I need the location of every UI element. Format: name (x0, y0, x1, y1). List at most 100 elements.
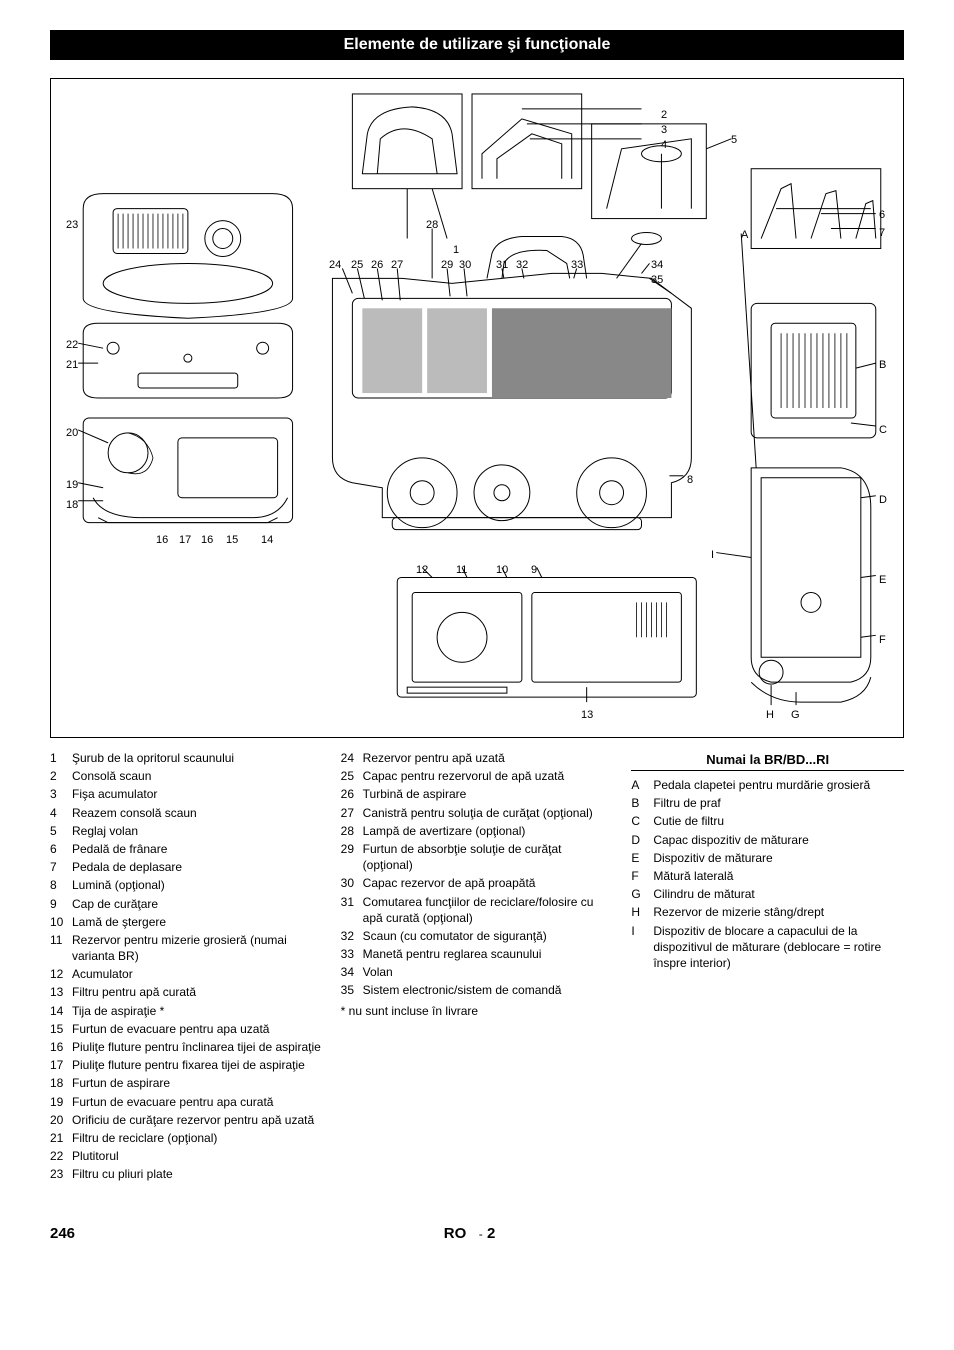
legend-item-text: Scaun (cu comutator de siguranţă) (363, 928, 614, 944)
legend-item-number: 25 (341, 768, 363, 784)
diagram-callout: 5 (731, 134, 737, 146)
legend-item: 8Lumină (opţional) (50, 877, 323, 893)
legend-item-text: Rezervor pentru apă uzată (363, 750, 614, 766)
legend-item-number: 22 (50, 1148, 72, 1164)
legend-item-text: Cap de curăţare (72, 896, 323, 912)
legend-item-text: Filtru pentru apă curată (72, 984, 323, 1000)
diagram-callout: 4 (661, 139, 667, 151)
diagram-callout: H (766, 709, 774, 721)
legend-item-text: Capac pentru rezervorul de apă uzată (363, 768, 614, 784)
diagram-callout: I (711, 549, 714, 561)
legend-item-number: 35 (341, 982, 363, 998)
legend-item-text: Comutarea funcţiilor de reciclare/folosi… (363, 894, 614, 926)
legend-item-text: Pedala clapetei pentru murdărie grosieră (653, 777, 904, 793)
legend-item: 18Furtun de aspirare (50, 1075, 323, 1091)
legend-item-number: 30 (341, 875, 363, 891)
legend-item: 32Scaun (cu comutator de siguranţă) (341, 928, 614, 944)
legend-item-number: H (631, 904, 653, 920)
legend-item-number: F (631, 868, 653, 884)
diagram-callout: 11 (456, 564, 467, 576)
legend-columns: 1Şurub de la opritorul scaunului2Consolă… (50, 750, 904, 1185)
legend-item-text: Dispozitiv de măturare (653, 850, 904, 866)
legend-item-text: Rezervor pentru mizerie grosieră (numai … (72, 932, 323, 964)
diagram-callout: 6 (879, 209, 885, 221)
legend-item-text: Piuliţe fluture pentru fixarea tijei de … (72, 1057, 323, 1073)
diagram-callout: 19 (66, 479, 78, 491)
legend-item-number: 4 (50, 805, 72, 821)
legend-item-text: Pedală de frânare (72, 841, 323, 857)
legend-item: 14Tija de aspiraţie * (50, 1003, 323, 1019)
legend-item-text: Sistem electronic/sistem de comandă (363, 982, 614, 998)
legend-item-text: Filtru de reciclare (opţional) (72, 1130, 323, 1146)
legend-item: IDispozitiv de blocare a capacului de la… (631, 923, 904, 972)
diagram-callout: 8 (687, 474, 693, 486)
legend-item-text: Canistră pentru soluţia de curăţat (opţi… (363, 805, 614, 821)
legend-item-number: 21 (50, 1130, 72, 1146)
diagram-callout: 7 (879, 227, 885, 239)
diagram-callout: E (879, 574, 886, 586)
legend-item: 16Piuliţe fluture pentru înclinarea tije… (50, 1039, 323, 1055)
legend-item: 15Furtun de evacuare pentru apa uzată (50, 1021, 323, 1037)
legend-item-text: Reglaj volan (72, 823, 323, 839)
diagram-callout: 28 (426, 219, 438, 231)
legend-item: 31Comutarea funcţiilor de reciclare/folo… (341, 894, 614, 926)
legend-item-number: 28 (341, 823, 363, 839)
legend-item: 10Lamă de ştergere (50, 914, 323, 930)
legend-item-text: Plutitorul (72, 1148, 323, 1164)
diagram-callout: C (879, 424, 887, 436)
footer-page-right: 2 (487, 1225, 495, 1242)
diagram-callout: 29 (441, 259, 453, 271)
legend-item-text: Tija de aspiraţie * (72, 1003, 323, 1019)
legend-item-text: Mătură laterală (653, 868, 904, 884)
diagram-callout: 25 (351, 259, 363, 271)
legend-item: 6Pedală de frânare (50, 841, 323, 857)
legend-item-number: 6 (50, 841, 72, 857)
legend-item: 29Furtun de absorbţie soluţie de curăţat… (341, 841, 614, 873)
diagram-callout: 31 (496, 259, 508, 271)
legend-item: CCutie de filtru (631, 813, 904, 829)
legend-item-number: 2 (50, 768, 72, 784)
section-header: Elemente de utilizare şi funcţionale (50, 30, 904, 60)
legend-item-text: Lumină (opţional) (72, 877, 323, 893)
legend-item-number: 11 (50, 932, 72, 948)
legend-item-text: Pedala de deplasare (72, 859, 323, 875)
legend-item: 7Pedala de deplasare (50, 859, 323, 875)
footer-lang: RO - 2 (444, 1225, 496, 1242)
legend-item-number: 17 (50, 1057, 72, 1073)
legend-item-number: 12 (50, 966, 72, 982)
legend-item: 20Orificiu de curăţare rezervor pentru a… (50, 1112, 323, 1128)
legend-item-text: Piuliţe fluture pentru înclinarea tijei … (72, 1039, 323, 1055)
diagram-callout: 16 (156, 534, 168, 546)
legend-item-number: 29 (341, 841, 363, 857)
legend-item-number: 13 (50, 984, 72, 1000)
legend-item: 28Lampă de avertizare (opţional) (341, 823, 614, 839)
legend-item: 17Piuliţe fluture pentru fixarea tijei d… (50, 1057, 323, 1073)
legend-item-number: C (631, 813, 653, 829)
diagram-callout: 22 (66, 339, 78, 351)
legend-item: 13Filtru pentru apă curată (50, 984, 323, 1000)
footer-lang-code: RO (444, 1225, 467, 1242)
legend-item-number: 31 (341, 894, 363, 910)
legend-item-number: I (631, 923, 653, 939)
diagram-callout: 30 (459, 259, 471, 271)
legend-item-number: 14 (50, 1003, 72, 1019)
legend-item-number: 3 (50, 786, 72, 802)
legend-item: GCilindru de măturat (631, 886, 904, 902)
diagram-callout: 12 (416, 564, 428, 576)
legend-item: APedala clapetei pentru murdărie grosier… (631, 777, 904, 793)
diagram-callout: G (791, 709, 800, 721)
legend-item: 25Capac pentru rezervorul de apă uzată (341, 768, 614, 784)
diagram-callout: 17 (179, 534, 191, 546)
diagram-callout: 16 (201, 534, 213, 546)
legend-item-text: Rezervor de mizerie stâng/drept (653, 904, 904, 920)
diagram-callout: A (741, 229, 748, 241)
diagram-callout: D (879, 494, 887, 506)
legend-item-text: Cutie de filtru (653, 813, 904, 829)
technical-diagram: 1234567891011121314151617181920212223242… (50, 78, 904, 738)
diagram-callout: 10 (496, 564, 508, 576)
legend-item-number: 15 (50, 1021, 72, 1037)
diagram-callout: 3 (661, 124, 667, 136)
diagram-callout: 24 (329, 259, 341, 271)
legend-item-number: 24 (341, 750, 363, 766)
legend-item-text: Şurub de la opritorul scaunului (72, 750, 323, 766)
